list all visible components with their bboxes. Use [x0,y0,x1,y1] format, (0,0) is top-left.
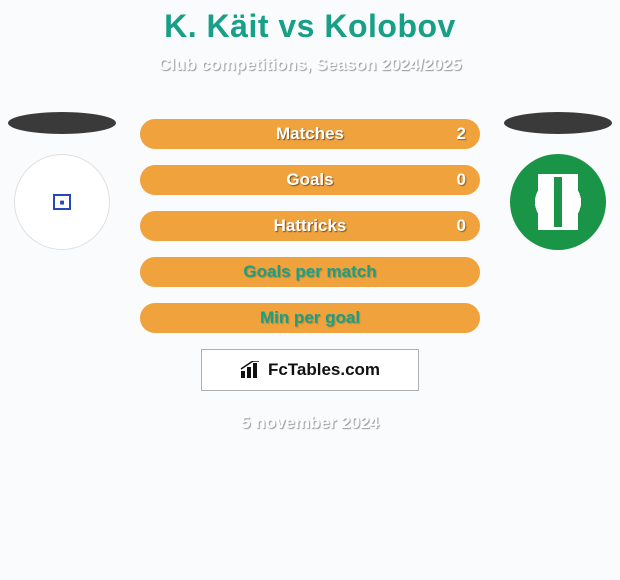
club-right-badge [510,154,606,250]
bar-chart-icon [240,361,262,379]
stat-right-value: 0 [457,170,466,190]
date-line: 5 november 2024 [0,413,620,433]
page-title: K. Käit vs Kolobov [0,0,620,45]
stat-label: Min per goal [260,308,360,328]
stat-row: Matches 2 [140,119,480,149]
stat-row: Goals 0 [140,165,480,195]
player-right-ellipse [504,112,612,134]
stat-label: Goals [286,170,333,190]
stat-right-value: 0 [457,216,466,236]
stat-label: Hattricks [274,216,347,236]
player-right-block [502,112,614,250]
player-left-block: ■ [6,112,118,250]
fctables-logo-text: FcTables.com [268,360,380,380]
club-right-shield-icon [538,174,578,230]
club-left-badge: ■ [14,154,110,250]
fctables-logo: FcTables.com [201,349,419,391]
stat-row: Goals per match [140,257,480,287]
stat-right-value: 2 [457,124,466,144]
stat-row: Min per goal [140,303,480,333]
stat-bars: Matches 2 Goals 0 Hattricks 0 Goals per match M… [140,119,480,333]
player-left-ellipse [8,112,116,134]
stat-label: Matches [276,124,344,144]
page-subtitle: Club competitions, Season 2024/2025 [0,55,620,75]
stat-label: Goals per match [243,262,376,282]
stat-row: Hattricks 0 [140,211,480,241]
club-left-icon: ■ [53,194,71,210]
